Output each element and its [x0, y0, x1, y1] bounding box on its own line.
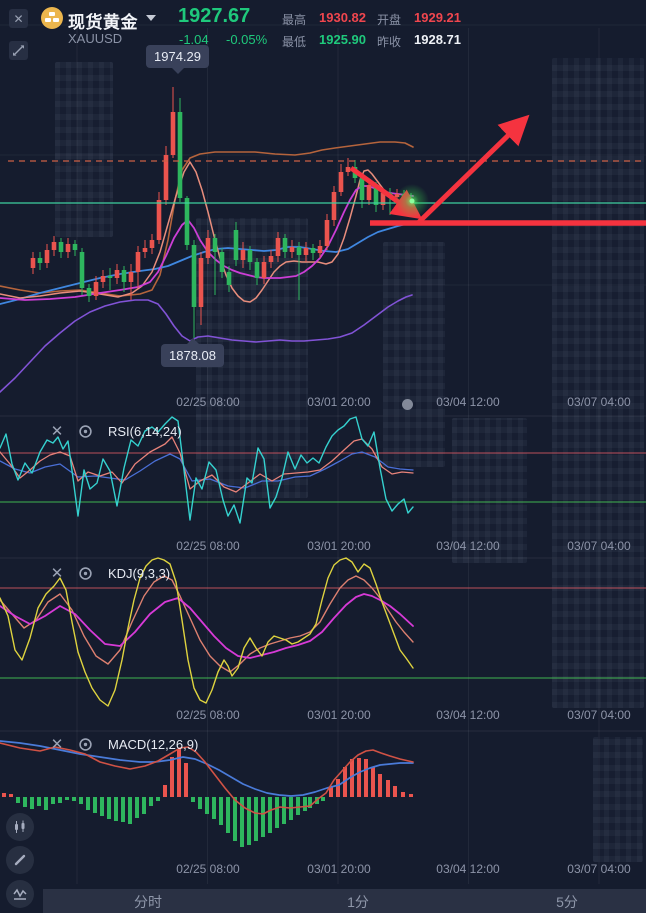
macd-settings-gear-icon[interactable] [76, 735, 94, 753]
low-label: 最低 [282, 35, 307, 49]
macd-panel-title: MACD(12,26,9) [108, 736, 199, 752]
pencil-icon [14, 854, 26, 866]
time-axis-label: 03/04 12:00 [436, 862, 500, 876]
symbol-dropdown-caret-icon[interactable] [146, 15, 156, 21]
macd-time-axis: 02/25 08:00 03/01 20:00 03/04 12:00 03/07 0… [0, 862, 646, 878]
gold-coin-icon [41, 7, 63, 29]
macd-close-icon[interactable]: ✕ [50, 736, 64, 753]
open-value: 1929.21 [414, 10, 461, 25]
symbol-code: XAUUSD [68, 31, 123, 46]
time-axis-label: 02/25 08:00 [176, 708, 240, 722]
chart-type-button[interactable] [6, 813, 34, 841]
time-axis-label: 03/01 20:00 [307, 395, 371, 409]
collapse-chart-button[interactable] [9, 41, 28, 60]
prev-close-value: 1928.71 [414, 32, 461, 47]
kdj-close-icon[interactable]: ✕ [50, 565, 64, 582]
kdj-time-axis: 02/25 08:00 03/01 20:00 03/04 12:00 03/07 0… [0, 708, 646, 724]
high-label: 最高 [282, 13, 307, 27]
high-value: 1930.82 [319, 10, 366, 25]
rsi-panel-title: RSI(6,14,24) [108, 423, 182, 439]
timeframe-item-1[interactable]: 分时 [134, 894, 162, 910]
up-arrow-annotation [417, 114, 530, 224]
kdj-settings-gear-icon[interactable] [76, 564, 94, 582]
time-axis-label: 03/04 12:00 [436, 539, 500, 553]
time-axis-label: 03/04 12:00 [436, 395, 500, 409]
low-price-tooltip: 1878.08 [161, 338, 224, 367]
macd-panel-header: ✕ MACD(12,26,9) [48, 735, 199, 753]
support-line-annotation [370, 220, 646, 226]
time-axis-label: 03/07 04:00 [567, 862, 631, 876]
watermark-building [593, 737, 643, 862]
time-axis-label: 03/07 04:00 [567, 708, 631, 722]
low-value: 1925.90 [319, 32, 366, 47]
indicator-button[interactable] [6, 880, 34, 908]
time-axis-label: 02/25 08:00 [176, 395, 240, 409]
watermark-building [383, 242, 445, 467]
rsi-close-icon[interactable]: ✕ [50, 423, 64, 440]
timeframe-toolbar: 分时 1分 5分 [43, 889, 646, 913]
last-price: 1927.67 [178, 5, 251, 27]
time-axis-label: 03/04 12:00 [436, 708, 500, 722]
price-change-percent: -0.05% [226, 32, 268, 47]
time-axis-label: 03/07 04:00 [567, 539, 631, 553]
rsi-panel-header: ✕ RSI(6,14,24) [48, 422, 182, 440]
watermark-building [552, 58, 644, 708]
high-price-tooltip: 1974.29 [146, 45, 209, 74]
kdj-panel-header: ✕ KDJ(9,3,3) [48, 564, 170, 582]
symbol-name[interactable]: 现货黄金 [68, 13, 138, 32]
time-axis-label: 03/01 20:00 [307, 708, 371, 722]
watermark-building [55, 62, 113, 237]
prev-close-label: 昨收 [377, 35, 402, 49]
main-time-axis: 02/25 08:00 03/01 20:00 03/04 12:00 03/07 0… [0, 395, 646, 411]
draw-tool-button[interactable] [6, 846, 34, 874]
time-axis-label: 02/25 08:00 [176, 862, 240, 876]
time-axis-label: 03/01 20:00 [307, 862, 371, 876]
watermark-building [452, 418, 527, 563]
time-axis-label: 03/07 04:00 [567, 395, 631, 409]
open-label: 开盘 [377, 13, 402, 27]
candlestick-icon [15, 820, 25, 833]
rsi-time-axis: 02/25 08:00 03/01 20:00 03/04 12:00 03/07 0… [0, 539, 646, 555]
time-axis-label: 02/25 08:00 [176, 539, 240, 553]
wave-line-icon [13, 888, 27, 900]
collapse-arrows-icon [13, 45, 24, 56]
close-window-button[interactable]: ✕ [9, 9, 28, 28]
rsi-settings-gear-icon[interactable] [76, 422, 94, 440]
time-axis-label: 03/01 20:00 [307, 539, 371, 553]
close-icon: ✕ [13, 11, 24, 26]
kdj-panel-title: KDJ(9,3,3) [108, 565, 171, 581]
timeframe-item-2[interactable]: 1分 [347, 894, 369, 910]
price-change: -1.04 [179, 32, 209, 47]
timeframe-item-3[interactable]: 5分 [556, 894, 578, 910]
scroll-position-dot[interactable] [402, 399, 413, 410]
